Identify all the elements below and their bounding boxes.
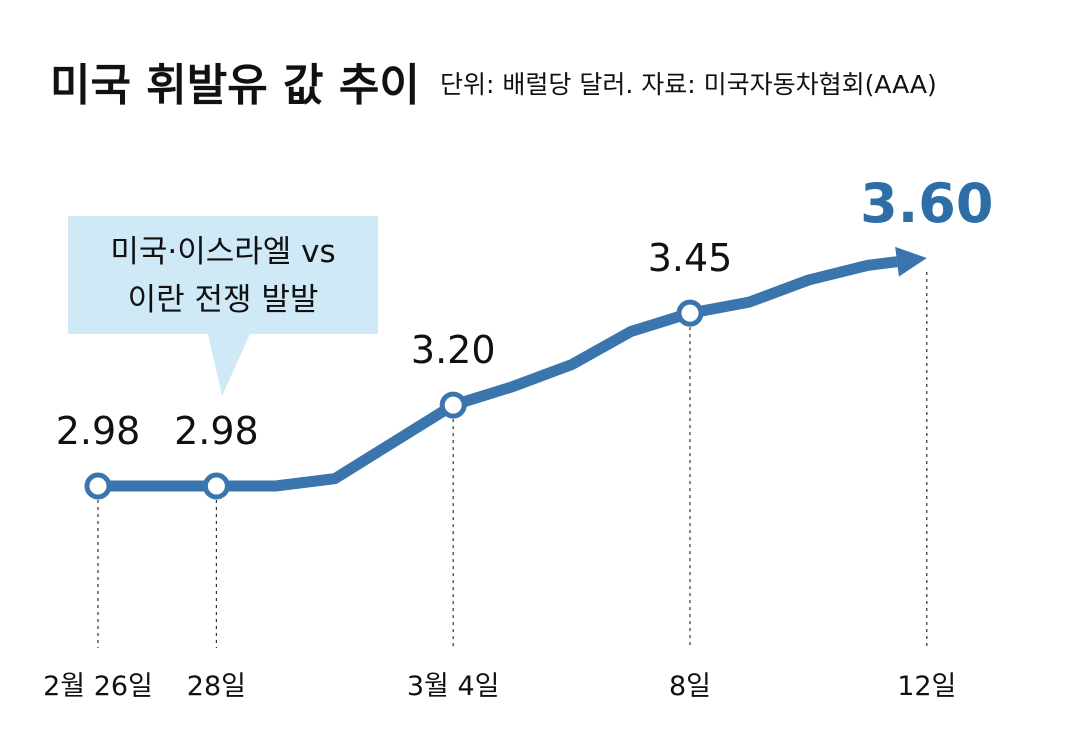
points-layer xyxy=(84,299,704,500)
data-point-marker xyxy=(676,299,704,327)
callout-bubble xyxy=(68,216,378,396)
callout-line-1: 미국·이스라엘 vs xyxy=(110,234,335,270)
series-layer xyxy=(98,246,927,492)
callout-line-2: 이란 전쟁 발발 xyxy=(128,282,319,318)
x-tick-label: 3월 4일 xyxy=(407,671,500,702)
series-arrowhead xyxy=(895,246,927,277)
x-axis-ticks: 2월 26일 28일 3월 4일 8일 12일 xyxy=(43,671,956,702)
data-point-marker xyxy=(84,472,112,500)
data-label: 2.98 xyxy=(56,409,141,453)
guide-lines xyxy=(97,272,928,648)
data-labels: 2.98 2.98 3.20 3.45 3.60 xyxy=(56,172,994,453)
chart-title: 미국 휘발유 값 추이 xyxy=(50,60,420,111)
data-label: 3.45 xyxy=(648,236,733,280)
data-label-final: 3.60 xyxy=(860,172,993,235)
data-label: 3.20 xyxy=(411,328,496,372)
x-tick-label: 12일 xyxy=(897,671,956,702)
x-tick-label: 8일 xyxy=(669,671,711,702)
x-tick-label: 2월 26일 xyxy=(43,671,153,702)
x-tick-label: 28일 xyxy=(187,671,246,702)
chart-subtitle: 단위: 배럴당 달러. 자료: 미국자동차협회(AAA) xyxy=(440,70,937,99)
data-point-marker xyxy=(439,391,467,419)
series-line xyxy=(98,256,898,492)
data-point-marker xyxy=(202,472,230,500)
callout-box: 미국·이스라엘 vs 이란 전쟁 발발 xyxy=(68,216,378,396)
data-label: 2.98 xyxy=(174,409,259,453)
